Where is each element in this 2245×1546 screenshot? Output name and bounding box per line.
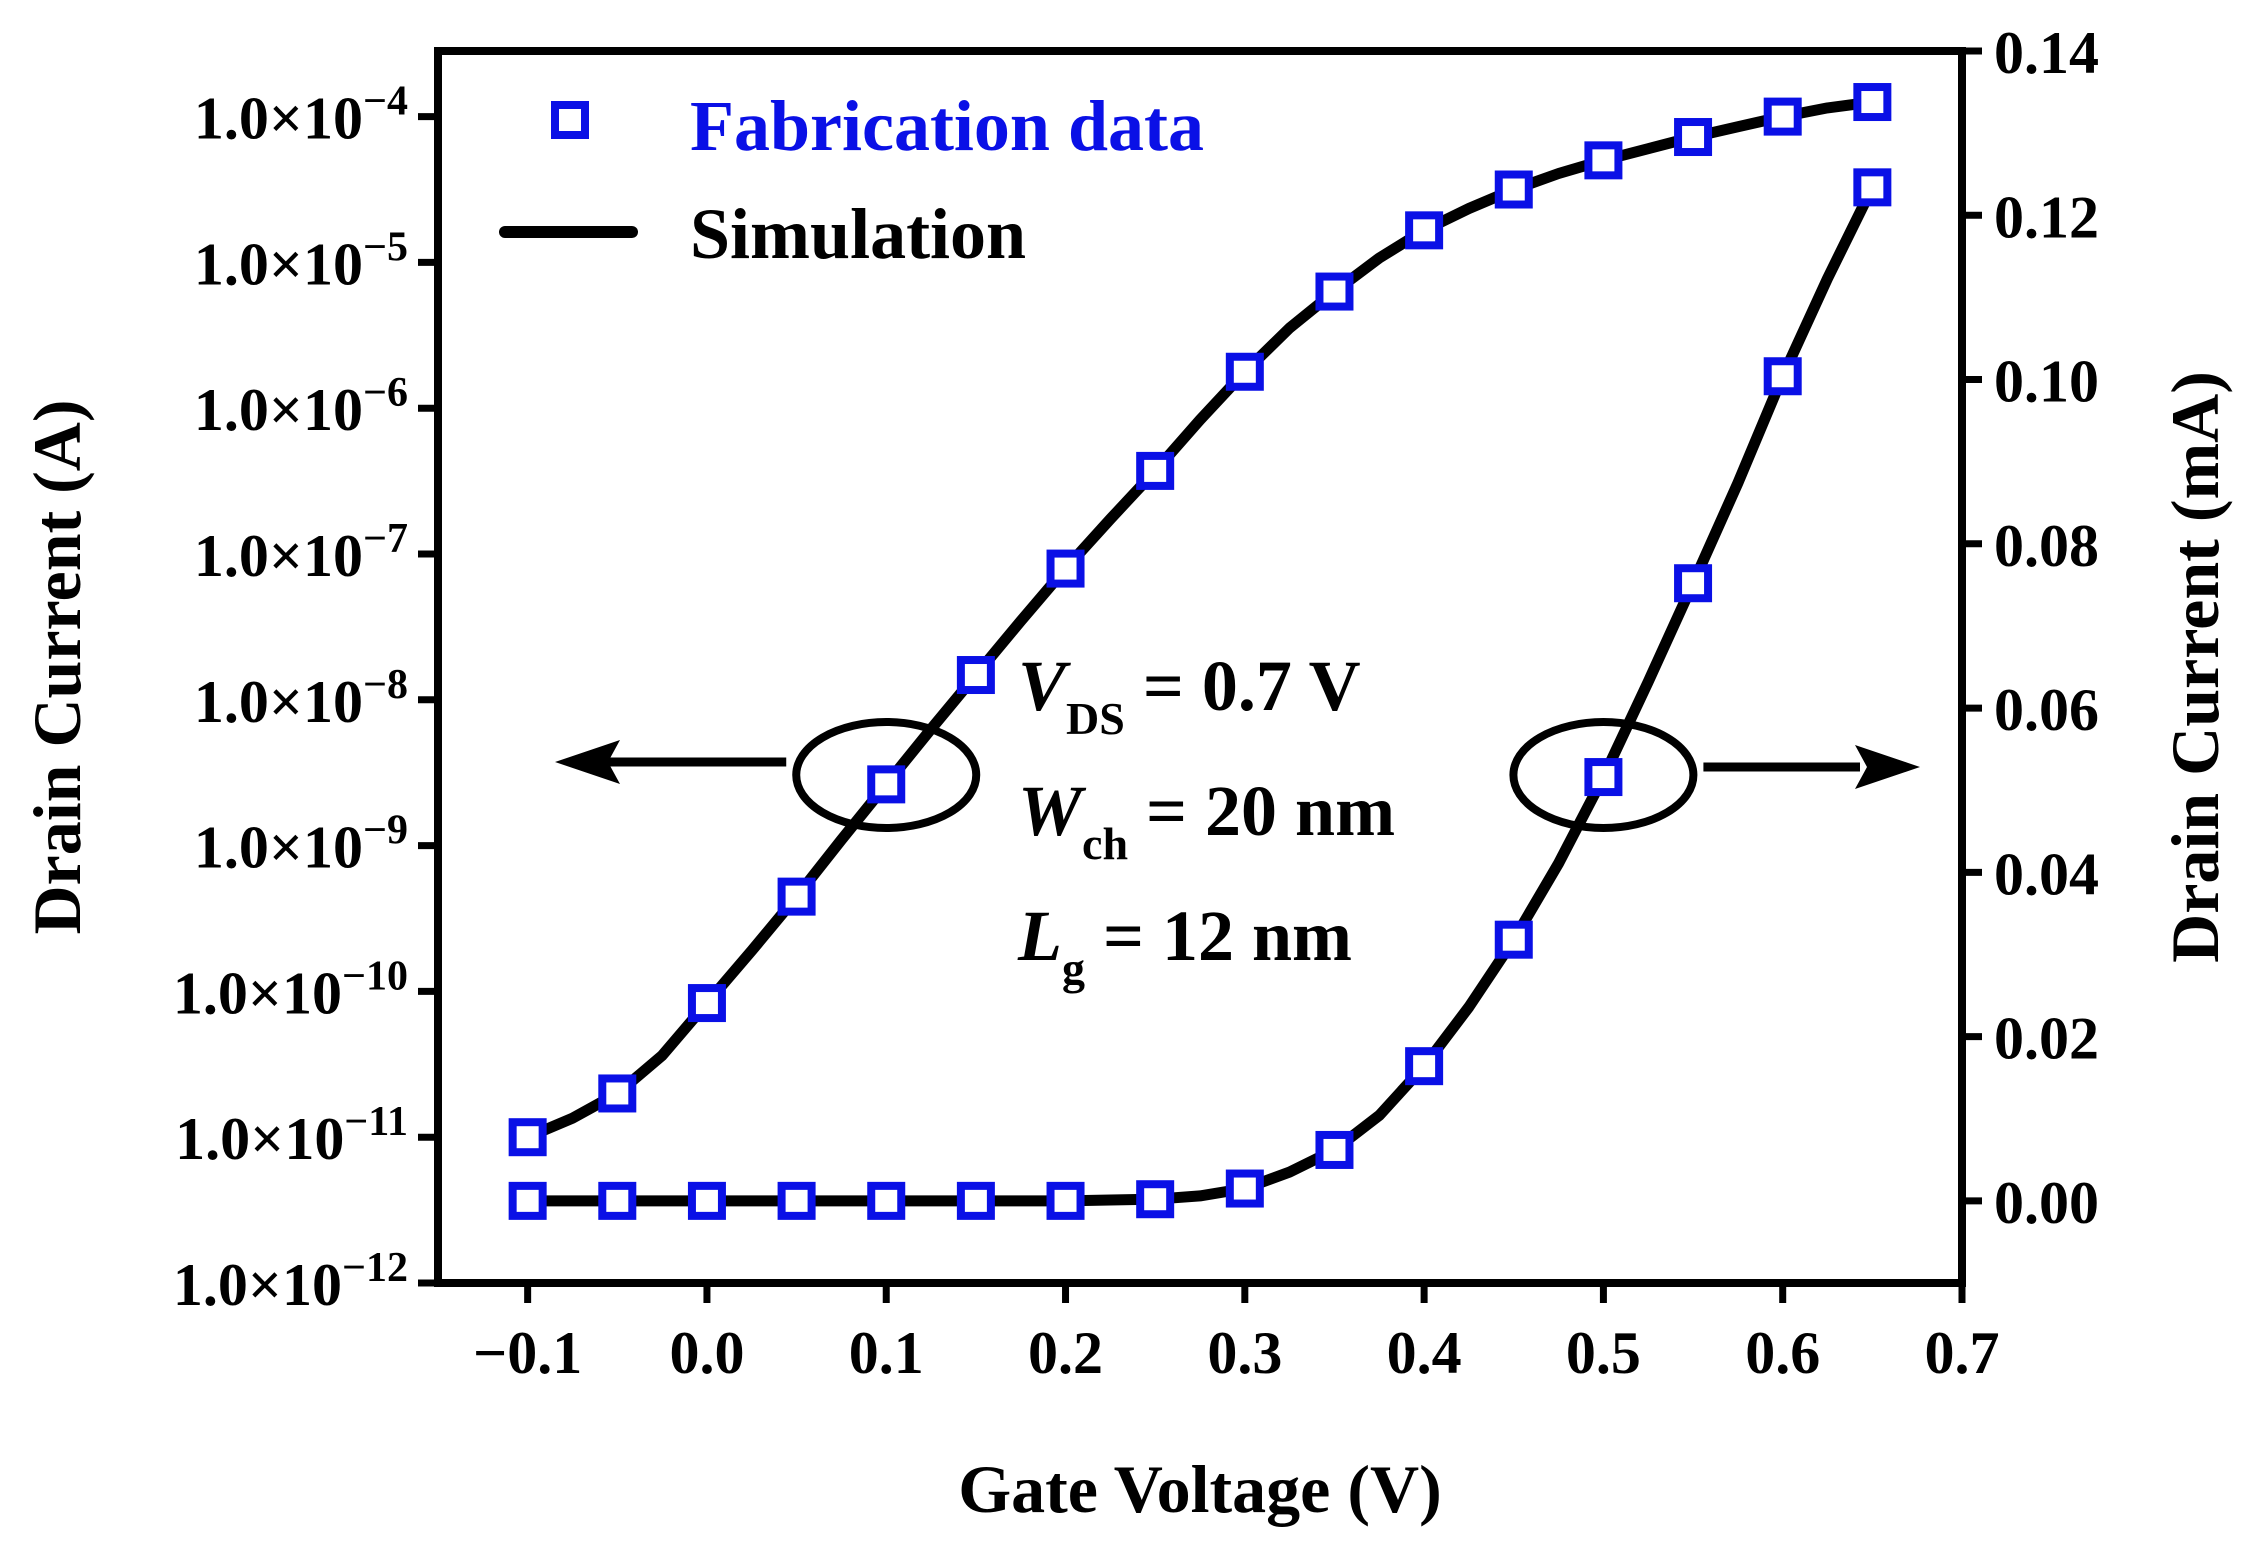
- left-tick-label: 1.0×10−5: [194, 224, 408, 297]
- right-tick-label: 0.06: [1994, 677, 2099, 743]
- right-tick-label: 0.04: [1994, 841, 2099, 907]
- fab-log-point: [1853, 83, 1892, 122]
- right-tick-label: 0.12: [1994, 184, 2099, 250]
- legend: Fabrication data Simulation: [499, 86, 1204, 274]
- left-axis: 1.0×10−12 1.0×10−11 1.0×10−10 1.0×10−9 1.0×1…: [173, 79, 438, 1318]
- fab-linear-point: [1584, 758, 1623, 797]
- param-annotation: Lg = 12 nm: [1017, 896, 1352, 994]
- x-tick-label: 0.1: [849, 1320, 924, 1386]
- fab-log-point: [1674, 118, 1713, 157]
- left-tick-label: 1.0×10−4: [194, 79, 408, 152]
- right-tick-label: 0.08: [1994, 513, 2099, 579]
- fab-log-point: [598, 1074, 637, 1113]
- right-tick-label: 0.10: [1994, 349, 2099, 415]
- right-series-circle: [1509, 718, 1698, 832]
- param-annotation: VDS = 0.7 V: [1018, 646, 1361, 744]
- x-tick-label: 0.5: [1566, 1320, 1641, 1386]
- x-tick-label: −0.1: [473, 1320, 582, 1386]
- legend-label-simulation: Simulation: [690, 194, 1026, 274]
- fab-linear-point: [1315, 1130, 1354, 1169]
- left-tick-label: 1.0×10−8: [194, 662, 408, 735]
- fab-log-point: [956, 656, 995, 695]
- x-tick-label: 0.3: [1207, 1320, 1282, 1386]
- y-axis-label-right: Drain Current (mA): [2157, 371, 2233, 963]
- x-tick-label: 0.0: [669, 1320, 744, 1386]
- param-annotation: Wch = 20 nm: [1018, 771, 1395, 869]
- fab-log-point: [1315, 272, 1354, 311]
- fab-linear-point: [956, 1181, 995, 1220]
- left-tick-label: 1.0×10−10: [173, 953, 408, 1026]
- fab-linear-point: [598, 1181, 637, 1220]
- left-tick-label: 1.0×10−6: [194, 370, 408, 443]
- right-tick-label: 0.00: [1994, 1170, 2099, 1236]
- plot-frame: [434, 47, 1966, 1287]
- fab-linear-point: [1136, 1180, 1175, 1219]
- fab-linear-point: [687, 1181, 726, 1220]
- left-arrow-head: [555, 740, 620, 784]
- fab-log-point: [1046, 549, 1085, 588]
- fab-log-point: [1584, 141, 1623, 180]
- fab-linear-point: [1225, 1169, 1264, 1208]
- left-tick-label: 1.0×10−7: [194, 516, 408, 589]
- right-axis: 0.00 0.02 0.04 0.06 0.08 0.10 0.12 0.14: [1962, 20, 2099, 1236]
- annotations: VDS = 0.7 V Wch = 20 nm Lg = 12 nm: [555, 646, 1920, 994]
- fab-log-point: [777, 877, 816, 916]
- fab-log-point: [1225, 352, 1264, 391]
- x-tick-label: 0.6: [1745, 1320, 1820, 1386]
- fab-log-point: [1494, 170, 1533, 209]
- fab-linear-point: [508, 1181, 547, 1220]
- fab-linear-point: [1046, 1181, 1085, 1220]
- x-axis-label: Gate Voltage (V): [958, 1451, 1441, 1527]
- legend-label-fabrication: Fabrication data: [690, 86, 1204, 166]
- fab-log-point: [1405, 211, 1444, 250]
- fab-log-point: [1763, 97, 1802, 136]
- fab-linear-point: [777, 1181, 816, 1220]
- simulation-log-curve: [522, 96, 1878, 1143]
- fab-linear-point: [1494, 920, 1533, 959]
- x-axis: −0.1 0.0 0.1 0.2 0.3 0.4 0.5 0.6 0.7: [473, 1283, 2000, 1386]
- fab-linear-point: [1763, 357, 1802, 396]
- fab-log-point: [508, 1118, 547, 1157]
- x-tick-label: 0.7: [1925, 1320, 2000, 1386]
- fab-linear-point: [1405, 1047, 1444, 1086]
- right-tick-label: 0.02: [1994, 1006, 2099, 1072]
- fab-linear-point: [1853, 168, 1892, 207]
- right-arrow-head: [1855, 745, 1920, 789]
- left-tick-label: 1.0×10−11: [175, 1099, 408, 1172]
- fab-log-point: [867, 765, 906, 804]
- fab-linear-point: [867, 1181, 906, 1220]
- fab-linear-point: [1674, 564, 1713, 603]
- fab-log-point: [687, 984, 726, 1023]
- left-tick-label: 1.0×10−9: [194, 808, 408, 881]
- legend-marker-fabrication: [551, 101, 589, 139]
- right-tick-label: 0.14: [1994, 20, 2099, 86]
- fabrication-markers: [508, 83, 1892, 1220]
- left-tick-label: 1.0×10−12: [173, 1245, 408, 1318]
- y-axis-label-left: Drain Current (A): [19, 399, 95, 934]
- fab-log-point: [1136, 451, 1175, 490]
- x-tick-label: 0.2: [1028, 1320, 1103, 1386]
- left-series-circle: [792, 718, 981, 832]
- x-tick-label: 0.4: [1387, 1320, 1462, 1386]
